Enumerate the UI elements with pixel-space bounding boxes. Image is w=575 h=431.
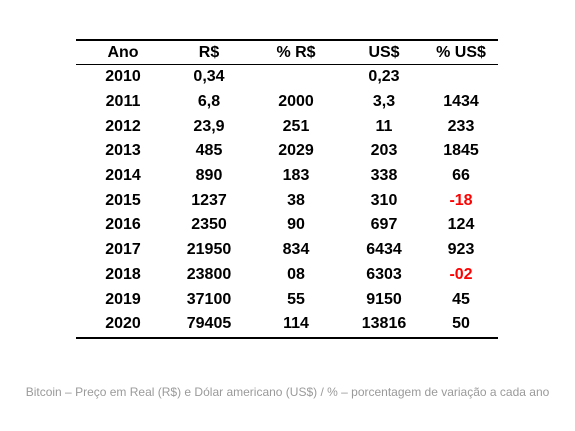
cell-usd: 697	[370, 216, 398, 234]
table-row: 2019 37100 55 9150 45	[76, 287, 498, 312]
header-usd-percent: % US$	[424, 41, 498, 65]
bitcoin-price-table-wrapper: Ano R$ % R$ US$ % US$ 2010 0,34 0,23 2011 6,…	[76, 39, 498, 339]
table-caption: Bitcoin – Preço em Real (R$) e Dólar ame…	[25, 385, 550, 399]
cell-usd-percent	[424, 65, 498, 90]
cell-brl: 485	[195, 142, 223, 160]
cell-usd: 6434	[366, 241, 402, 259]
table-row: 2015 1237 38 310 -18	[76, 188, 498, 213]
cell-usd: 338	[370, 167, 398, 185]
cell-year: 2018	[105, 265, 141, 283]
cell-year: 2013	[105, 142, 141, 160]
cell-brl-percent: 114	[283, 315, 309, 333]
cell-year: 2012	[105, 117, 141, 135]
bitcoin-price-table: Ano R$ % R$ US$ % US$ 2010 0,34 0,23 2011 6,…	[76, 41, 498, 337]
cell-year: 2016	[105, 216, 141, 234]
cell-usd: 9150	[366, 290, 402, 308]
cell-year: 2020	[105, 315, 141, 333]
table-row: 2014 890 183 338 66	[76, 164, 498, 189]
cell-usd-percent: 45	[452, 290, 470, 308]
header-row: Ano R$ % R$ US$ % US$	[76, 41, 498, 65]
cell-brl: 23800	[186, 265, 232, 283]
header-year: Ano	[76, 41, 170, 65]
table-body: 2010 0,34 0,23 2011 6,8 2000 3,3 1434 2012 23,9 25…	[76, 65, 498, 337]
cell-usd-percent: -02	[449, 265, 473, 283]
header-brl: R$	[170, 41, 248, 65]
table-row: 2010 0,34 0,23	[76, 65, 498, 90]
cell-usd-percent: 66	[452, 167, 470, 185]
table-row: 2013 485 2029 203 1845	[76, 139, 498, 164]
cell-brl-percent: 2000	[278, 93, 314, 111]
cell-brl: 6,8	[197, 93, 221, 111]
table-row: 2017 21950 834 6434 923	[76, 238, 498, 263]
cell-year: 2014	[105, 167, 141, 185]
cell-usd: 3,3	[372, 93, 396, 111]
cell-brl-percent: 2029	[278, 142, 314, 160]
cell-brl-percent: 90	[287, 216, 305, 234]
cell-usd-percent: 50	[452, 315, 470, 333]
cell-brl: 2350	[191, 216, 227, 234]
cell-usd: 203	[370, 142, 398, 160]
cell-usd-percent: 923	[447, 241, 475, 259]
cell-brl: 37100	[186, 290, 232, 308]
cell-brl: 79405	[186, 315, 232, 333]
cell-usd-percent: 1434	[443, 93, 479, 111]
cell-brl-percent: 251	[282, 117, 310, 135]
cell-brl-percent: 08	[287, 265, 305, 283]
table-row: 2018 23800 08 6303 -02	[76, 263, 498, 288]
cell-brl-percent: 55	[287, 290, 305, 308]
cell-usd-percent: 1845	[443, 142, 479, 160]
cell-usd-percent: 124	[447, 216, 475, 234]
cell-usd: 0,23	[368, 68, 400, 86]
cell-year: 2019	[105, 290, 141, 308]
cell-usd-percent: 233	[447, 117, 475, 135]
table-row: 2011 6,8 2000 3,3 1434	[76, 90, 498, 115]
header-brl-percent: % R$	[248, 41, 344, 65]
cell-brl-percent	[248, 65, 344, 90]
cell-year: 2011	[105, 93, 141, 111]
header-usd: US$	[344, 41, 424, 65]
cell-brl-percent: 38	[287, 191, 305, 209]
cell-brl: 23,9	[193, 117, 225, 135]
cell-brl: 0,34	[193, 68, 225, 86]
cell-usd: 6303	[366, 265, 402, 283]
cell-usd: 11	[375, 117, 393, 135]
cell-year: 2017	[105, 241, 141, 259]
cell-usd: 13816	[361, 315, 407, 333]
cell-usd: 310	[370, 191, 398, 209]
table-row: 2016 2350 90 697 124	[76, 213, 498, 238]
table-row: 2020 79405 114 13816 50	[76, 312, 498, 337]
cell-brl: 890	[195, 167, 223, 185]
cell-usd-percent: -18	[449, 191, 473, 209]
table-row: 2012 23,9 251 11 233	[76, 114, 498, 139]
cell-year: 2010	[105, 68, 141, 86]
cell-brl-percent: 183	[282, 167, 310, 185]
table-header: Ano R$ % R$ US$ % US$	[76, 41, 498, 65]
cell-year: 2015	[105, 191, 141, 209]
cell-brl-percent: 834	[282, 241, 310, 259]
cell-brl: 21950	[186, 241, 232, 259]
cell-brl: 1237	[191, 191, 227, 209]
